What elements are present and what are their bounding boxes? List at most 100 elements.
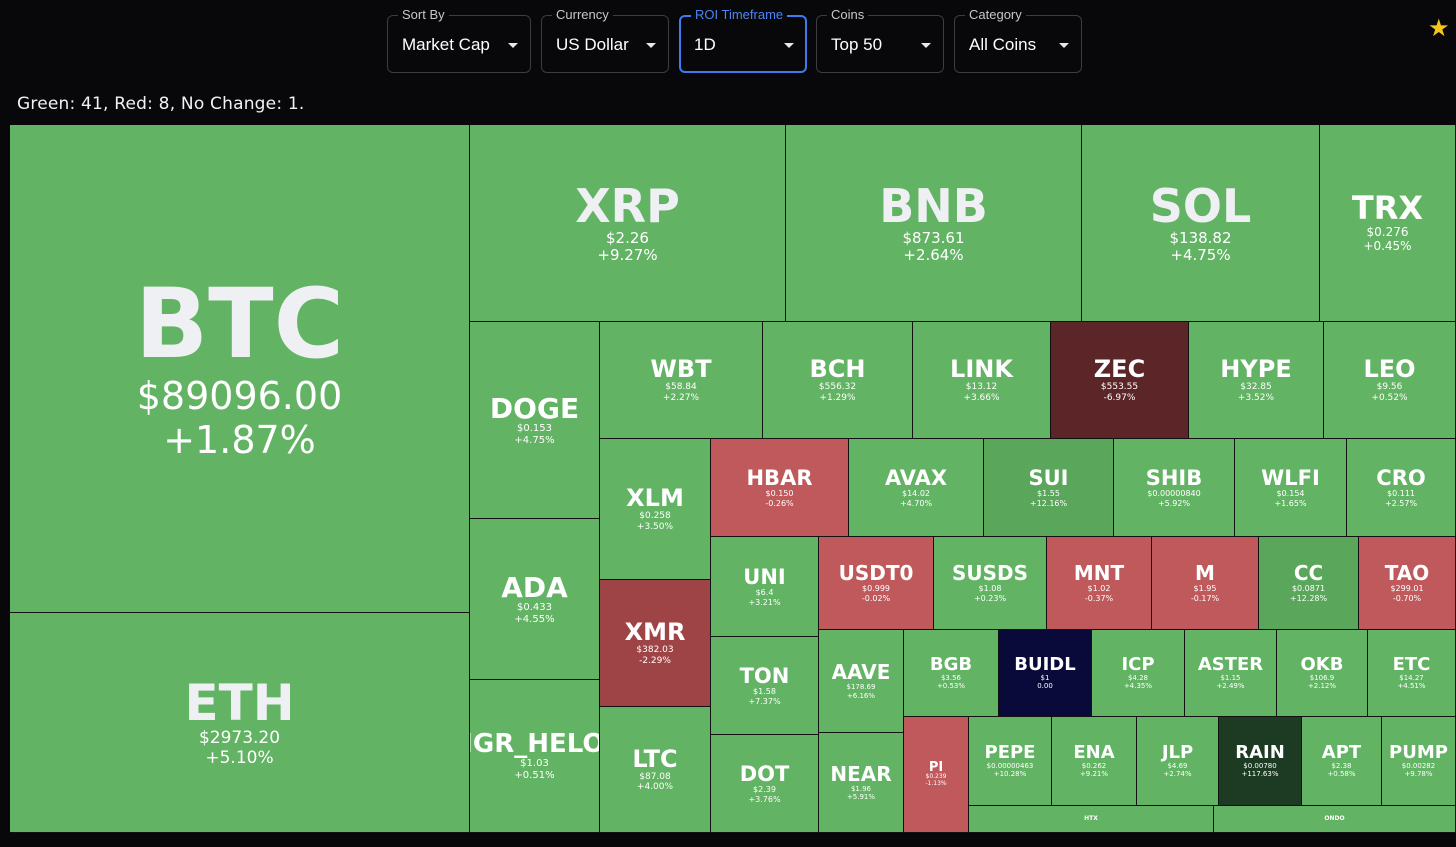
coin-tile-dot[interactable]: DOT $2.39 +3.76% — [711, 735, 819, 833]
coin-symbol: PEPE — [984, 741, 1036, 763]
sort-by-select[interactable]: Sort By Market Cap — [387, 7, 531, 73]
coin-change: -0.02% — [861, 593, 891, 603]
coin-tile-xmr[interactable]: XMR $382.03 -2.29% — [600, 580, 711, 707]
coin-tile-bnb[interactable]: BNB $873.61 +2.64% — [786, 125, 1082, 322]
coin-price: $1 — [1040, 674, 1050, 683]
coin-tile-bch[interactable]: BCH $556.32 +1.29% — [763, 322, 913, 439]
coin-symbol: PI — [928, 759, 944, 775]
coin-price: $0.276 — [1366, 225, 1409, 239]
coin-symbol: SUSDS — [951, 561, 1029, 586]
coin-change: +0.52% — [1371, 392, 1408, 403]
coin-tile-tao[interactable]: TAO $299.01 -0.70% — [1359, 537, 1456, 630]
coin-price: $1.55 — [1037, 489, 1060, 499]
coin-change: -6.97% — [1103, 392, 1136, 403]
coin-price: $87.08 — [639, 771, 671, 782]
coin-change: +4.55% — [514, 613, 555, 625]
coin-tile-okb[interactable]: OKB $106.9 +2.12% — [1277, 630, 1368, 717]
coin-tile-cro[interactable]: CRO $0.111 +2.57% — [1347, 439, 1456, 537]
coin-price: $9.56 — [1376, 382, 1403, 393]
coin-symbol: BTC — [134, 268, 345, 381]
coin-tile-buidl[interactable]: BUIDL $1 0.00 — [999, 630, 1092, 717]
coin-tile-pi[interactable]: PI $0.239 -1.13% — [904, 717, 969, 833]
coin-symbol: LINK — [950, 355, 1013, 384]
coin-symbol: NEAR — [830, 761, 892, 786]
currency-value: US Dollar — [556, 35, 629, 54]
coin-tile-xlm[interactable]: XLM $0.258 +3.50% — [600, 439, 711, 580]
chevron-down-icon — [921, 43, 931, 48]
coin-tile-shib[interactable]: SHIB $0.00000840 +5.92% — [1114, 439, 1235, 537]
coin-tile-aster[interactable]: ASTER $1.15 +2.49% — [1185, 630, 1277, 717]
coin-tile-uni[interactable]: UNI $6.4 +3.21% — [711, 537, 819, 637]
coin-tile-avax[interactable]: AVAX $14.02 +4.70% — [849, 439, 984, 537]
coin-change: +5.91% — [846, 793, 876, 801]
coin-symbol: ICP — [1121, 653, 1155, 675]
coin-tile-figr_heloc[interactable]: FIGR_HELOC$1.03+0.51% — [470, 680, 600, 833]
coin-tile-icp[interactable]: ICP $4.28 +4.35% — [1092, 630, 1185, 717]
coin-symbol: USDT0 — [838, 561, 914, 586]
coin-tile-susds[interactable]: SUSDS $1.08 +0.23% — [934, 537, 1047, 630]
coin-tile-wbt[interactable]: WBT $58.84 +2.27% — [600, 322, 763, 439]
coin-tile-jlp[interactable]: JLP $4.69 +2.74% — [1137, 717, 1219, 806]
coin-symbol: WLFI — [1261, 466, 1320, 491]
coin-symbol: AVAX — [884, 466, 948, 491]
coin-tile-bgb[interactable]: BGB $3.56 +0.53% — [904, 630, 999, 717]
star-icon[interactable]: ★ — [1428, 14, 1450, 42]
roi-timeframe-select[interactable]: ROI Timeframe 1D — [679, 7, 807, 73]
coin-symbol: TAO — [1384, 561, 1430, 586]
chevron-down-icon — [508, 43, 518, 48]
coin-tile-usdt0[interactable]: USDT0 $0.999 -0.02% — [819, 537, 934, 630]
coin-tile-mnt[interactable]: MNT $1.02 -0.37% — [1047, 537, 1152, 630]
coin-tile-pump[interactable]: PUMP $0.00282 +9.78% — [1382, 717, 1456, 806]
coin-tile-hbar[interactable]: HBAR $0.150 -0.26% — [711, 439, 849, 537]
coin-tile-rain[interactable]: RAIN $0.00780 +117.63% — [1219, 717, 1302, 806]
coin-tile-link[interactable]: LINK $13.12 +3.66% — [913, 322, 1051, 439]
coin-price: $2.39 — [753, 785, 776, 795]
coin-tile-zec[interactable]: ZEC $553.55 -6.97% — [1051, 322, 1189, 439]
coin-change: +0.58% — [1327, 770, 1356, 779]
coin-tile-hype[interactable]: HYPE $32.85 +3.52% — [1189, 322, 1324, 439]
coin-price: $873.61 — [902, 228, 965, 247]
coin-tile-btc[interactable]: BTC $89096.00 +1.87% — [10, 125, 470, 613]
coin-change: -2.29% — [639, 655, 671, 666]
coin-tile-xrp[interactable]: XRP $2.26 +9.27% — [470, 125, 786, 322]
coin-price: $13.12 — [965, 382, 998, 393]
coins-label: Coins — [827, 7, 869, 22]
coin-tile-sui[interactable]: SUI $1.55 +12.16% — [984, 439, 1114, 537]
chevron-down-icon — [646, 43, 656, 48]
coins-select[interactable]: Coins Top 50 — [816, 7, 944, 73]
currency-select[interactable]: Currency US Dollar — [541, 7, 669, 73]
coin-tile-ena[interactable]: ENA $0.262 +9.21% — [1052, 717, 1137, 806]
coin-tile-aave[interactable]: AAVE $178.69 +6.16% — [819, 630, 904, 733]
coin-symbol: MNT — [1073, 561, 1125, 586]
coin-symbol: XLM — [626, 484, 684, 513]
coin-change: +7.37% — [748, 696, 781, 706]
coin-price: $58.84 — [665, 382, 697, 393]
coin-change: +2.57% — [1384, 498, 1418, 508]
coin-tile-doge[interactable]: DOGE $0.153 +4.75% — [470, 322, 600, 519]
coin-change: -0.37% — [1084, 593, 1114, 603]
coin-tile-cc[interactable]: CC $0.0871 +12.28% — [1259, 537, 1359, 630]
coin-tile-pepe[interactable]: PEPE $0.00000463 +10.28% — [969, 717, 1052, 806]
coin-tile-htx[interactable]: HTX — [969, 806, 1214, 833]
coin-tile-near[interactable]: NEAR $1.96 +5.91% — [819, 733, 904, 833]
coin-tile-apt[interactable]: APT $2.38 +0.58% — [1302, 717, 1382, 806]
coin-tile-ondo[interactable]: ONDO — [1214, 806, 1456, 833]
coin-tile-ada[interactable]: ADA $0.433 +4.55% — [470, 519, 600, 680]
coin-tile-trx[interactable]: TRX $0.276 +0.45% — [1320, 125, 1456, 322]
coin-price: $2.26 — [606, 228, 649, 247]
coin-tile-ton[interactable]: TON $1.58 +7.37% — [711, 637, 819, 735]
coin-tile-sol[interactable]: SOL $138.82 +4.75% — [1082, 125, 1320, 322]
category-select[interactable]: Category All Coins — [954, 7, 1082, 73]
coin-tile-ltc[interactable]: LTC $87.08 +4.00% — [600, 707, 711, 833]
coin-symbol: HBAR — [746, 466, 813, 491]
coin-tile-etc[interactable]: ETC $14.27 +4.51% — [1368, 630, 1456, 717]
coin-price: $382.03 — [636, 645, 674, 656]
coin-tile-m[interactable]: M $1.95 -0.17% — [1152, 537, 1259, 630]
coin-tile-wlfi[interactable]: WLFI $0.154 +1.65% — [1235, 439, 1347, 537]
coin-change: +3.21% — [748, 597, 781, 607]
coin-tile-leo[interactable]: LEO $9.56 +0.52% — [1324, 322, 1456, 439]
coin-tile-eth[interactable]: ETH $2973.20 +5.10% — [10, 613, 470, 833]
coin-change: +3.50% — [636, 521, 674, 532]
coin-symbol: UNI — [743, 565, 786, 590]
coin-change: +2.27% — [662, 392, 700, 403]
